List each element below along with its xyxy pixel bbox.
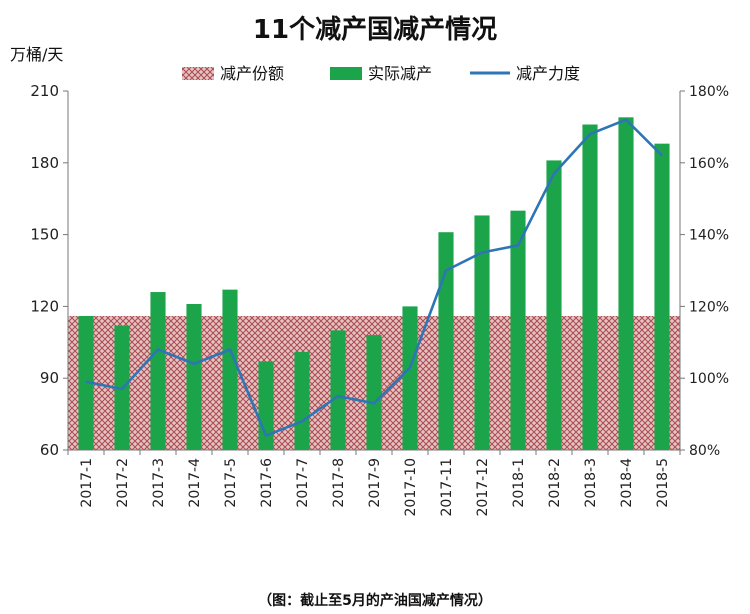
bar-2018-1: [510, 210, 526, 450]
x-tick-label: 2017-2: [115, 458, 131, 508]
x-tick-label: 2017-11: [439, 458, 455, 517]
bar-2017-11: [438, 232, 454, 450]
x-tick-label: 2017-1: [79, 458, 95, 508]
x-tick-label: 2017-7: [295, 458, 311, 508]
bar-2017-5: [222, 289, 238, 450]
x-tick-label: 2017-3: [151, 458, 167, 508]
y-tick-left-label: 180: [30, 154, 59, 172]
bar-2017-8: [330, 330, 346, 450]
bar-layer: [78, 117, 670, 451]
y-tick-right-label: 80%: [689, 443, 720, 459]
y-tick-left-label: 60: [40, 441, 59, 459]
bar-2018-5: [654, 143, 670, 451]
x-tick-label: 2017-6: [259, 458, 275, 508]
bar-2018-4: [618, 117, 634, 451]
legend-swatch-quota: [182, 67, 214, 80]
x-tick-label: 2017-8: [331, 458, 347, 508]
bar-2017-4: [186, 304, 202, 450]
x-tick-label: 2018-2: [547, 458, 563, 508]
legend-label-actual: 实际减产: [368, 64, 432, 83]
legend: 减产份额 实际减产 减产力度: [182, 64, 580, 83]
bar-2017-12: [474, 215, 490, 450]
bar-2017-10: [402, 306, 418, 450]
y-tick-left-label: 150: [30, 226, 59, 244]
intensity-line: [85, 118, 663, 437]
legend-swatch-actual: [330, 67, 362, 80]
bar-2017-7: [294, 351, 310, 450]
x-tick-label: 2018-1: [511, 458, 527, 508]
chart-title: 11个减产国减产情况: [253, 15, 497, 45]
x-tick-label: 2018-3: [583, 458, 599, 508]
x-tick-label: 2017-5: [223, 458, 239, 508]
y-tick-right-label: 180%: [689, 84, 729, 100]
y-tick-right-label: 140%: [689, 228, 729, 244]
bar-2018-3: [582, 124, 598, 451]
y-unit-label: 万桶/天: [10, 45, 63, 64]
y-tick-left-label: 90: [40, 369, 59, 387]
axis-layer: 60 90 120 150 180 210 80% 100% 120% 140% 160% 180% 2…: [30, 82, 729, 517]
x-tick-label: 2017-9: [367, 458, 383, 508]
x-tick-label: 2017-4: [187, 458, 203, 508]
y-tick-right-label: 160%: [689, 156, 729, 172]
bar-2017-3: [150, 292, 166, 450]
x-tick-label: 2018-4: [619, 458, 635, 508]
y-tick-left-label: 120: [30, 297, 59, 315]
y-tick-left-label: 210: [30, 82, 59, 100]
x-tick-label: 2017-10: [403, 458, 419, 517]
y-tick-right-label: 100%: [689, 371, 729, 387]
x-tick-label: 2017-12: [475, 458, 491, 517]
line-layer: [85, 118, 663, 437]
bar-2018-2: [546, 160, 562, 450]
y-tick-right-label: 120%: [689, 299, 729, 315]
bar-2017-9: [366, 335, 382, 450]
legend-label-intensity: 减产力度: [516, 64, 580, 83]
figure-caption: （图：截止至5月的产油国减产情况）: [258, 593, 492, 609]
x-tick-label: 2018-5: [655, 458, 671, 508]
legend-label-quota: 减产份额: [220, 64, 284, 83]
